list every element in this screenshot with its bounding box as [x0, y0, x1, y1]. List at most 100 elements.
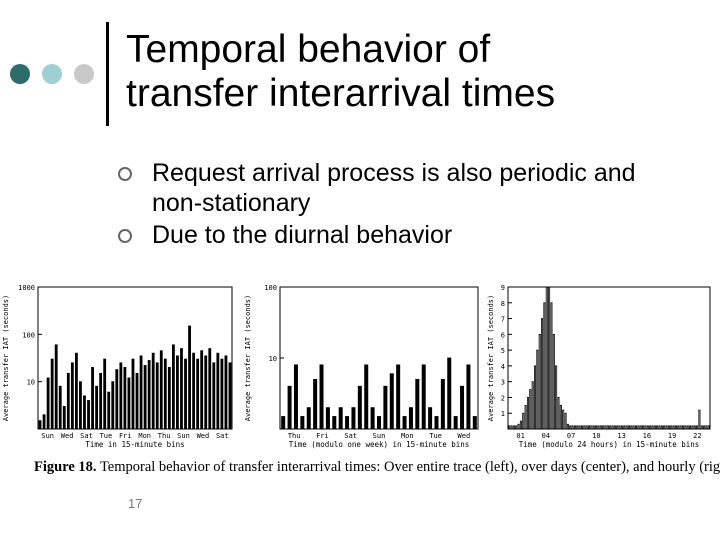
- x-tick-label: Wed: [197, 432, 210, 440]
- bar: [155, 362, 159, 430]
- decorative-dots: [10, 64, 100, 84]
- bar: [66, 372, 70, 430]
- bar: [319, 364, 324, 430]
- bar: [667, 425, 670, 430]
- bar: [42, 414, 46, 430]
- bar: [287, 385, 292, 430]
- y-tick-label: 4: [501, 363, 505, 371]
- title-divider: [106, 22, 109, 126]
- bar: [595, 425, 598, 430]
- bar: [91, 367, 94, 430]
- y-tick-label: 6: [501, 331, 505, 339]
- bar: [338, 407, 343, 430]
- bar: [111, 381, 115, 430]
- x-tick-label: 01: [516, 432, 524, 440]
- title-line-1: Temporal behavior of: [126, 28, 491, 71]
- bar: [581, 425, 583, 430]
- bar: [508, 425, 511, 430]
- bar: [534, 365, 536, 430]
- bar: [665, 425, 668, 430]
- y-tick-label: 100: [264, 284, 277, 292]
- bar: [510, 425, 513, 430]
- x-tick-label: Mon: [401, 432, 414, 440]
- bar: [658, 425, 661, 430]
- bar: [531, 381, 534, 430]
- bar: [472, 416, 477, 430]
- bar: [590, 425, 593, 430]
- dot-mid: [42, 64, 62, 84]
- bar: [383, 385, 388, 430]
- bar: [176, 355, 179, 430]
- bar: [408, 407, 413, 430]
- bar: [623, 425, 626, 430]
- bar: [555, 365, 558, 430]
- bar: [453, 416, 458, 430]
- bullet-list: Request arrival process is also periodic…: [118, 158, 678, 252]
- bullet-item: Request arrival process is also periodic…: [118, 158, 678, 218]
- bar: [696, 425, 699, 430]
- bullet-item: Due to the diurnal behavior: [118, 220, 678, 250]
- bar: [578, 425, 581, 430]
- bar: [447, 357, 452, 430]
- bar: [62, 406, 66, 430]
- bar: [159, 350, 163, 430]
- x-axis-label: Time in 15-minute bins: [85, 440, 184, 449]
- bar: [512, 425, 515, 430]
- bar: [616, 425, 619, 430]
- plot-frame: [37, 286, 233, 430]
- x-tick-label: Sun: [177, 432, 190, 440]
- bar: [377, 416, 381, 430]
- bar: [611, 425, 614, 430]
- bar: [597, 425, 600, 430]
- bar: [559, 404, 562, 430]
- bar: [684, 425, 687, 430]
- x-tick-label: 07: [567, 432, 575, 440]
- bar: [632, 425, 635, 430]
- bar: [192, 352, 196, 430]
- x-axis-label: Time (modulo one week) in 15-minute bins: [289, 440, 470, 449]
- bar: [639, 425, 642, 430]
- bar: [119, 362, 123, 430]
- bar: [300, 416, 305, 430]
- bar: [188, 325, 191, 430]
- dot-dark: [10, 64, 30, 84]
- bar: [519, 420, 522, 430]
- bar: [204, 355, 208, 430]
- x-tick-label: Fri: [316, 432, 329, 440]
- y-tick-label: 1000: [18, 284, 35, 292]
- bar: [460, 385, 465, 430]
- x-tick-label: Fri: [119, 432, 132, 440]
- bar: [588, 425, 591, 430]
- bar: [434, 416, 439, 430]
- y-tick-label: 9: [501, 284, 505, 292]
- bar: [630, 425, 633, 430]
- bar: [396, 364, 401, 430]
- bar: [707, 425, 710, 430]
- bar: [74, 352, 78, 430]
- bar: [95, 385, 99, 430]
- x-tick-label: Sun: [41, 432, 54, 440]
- y-tick-label: 8: [501, 300, 505, 308]
- bar: [50, 358, 54, 430]
- bullet-circle-icon: [118, 229, 132, 243]
- bar: [38, 420, 42, 430]
- y-tick-label: 10: [27, 379, 35, 387]
- bar: [87, 400, 90, 430]
- bar: [208, 348, 212, 430]
- y-tick-label: 5: [501, 347, 505, 355]
- bar: [123, 367, 127, 430]
- bar: [569, 425, 572, 430]
- y-axis-label: Average transfer IAT (seconds): [244, 295, 252, 421]
- bar: [440, 378, 445, 430]
- bar: [370, 407, 375, 430]
- bar: [602, 425, 605, 430]
- x-axis-label: Time (modulo 24 hours) in 15-minute bins: [519, 440, 700, 449]
- y-tick-label: 3: [501, 379, 505, 387]
- bar: [46, 377, 50, 430]
- x-tick-label: Sat: [344, 432, 357, 440]
- y-tick-label: 10: [269, 355, 277, 363]
- bar: [564, 412, 567, 430]
- bar: [79, 381, 82, 430]
- bar: [313, 378, 318, 430]
